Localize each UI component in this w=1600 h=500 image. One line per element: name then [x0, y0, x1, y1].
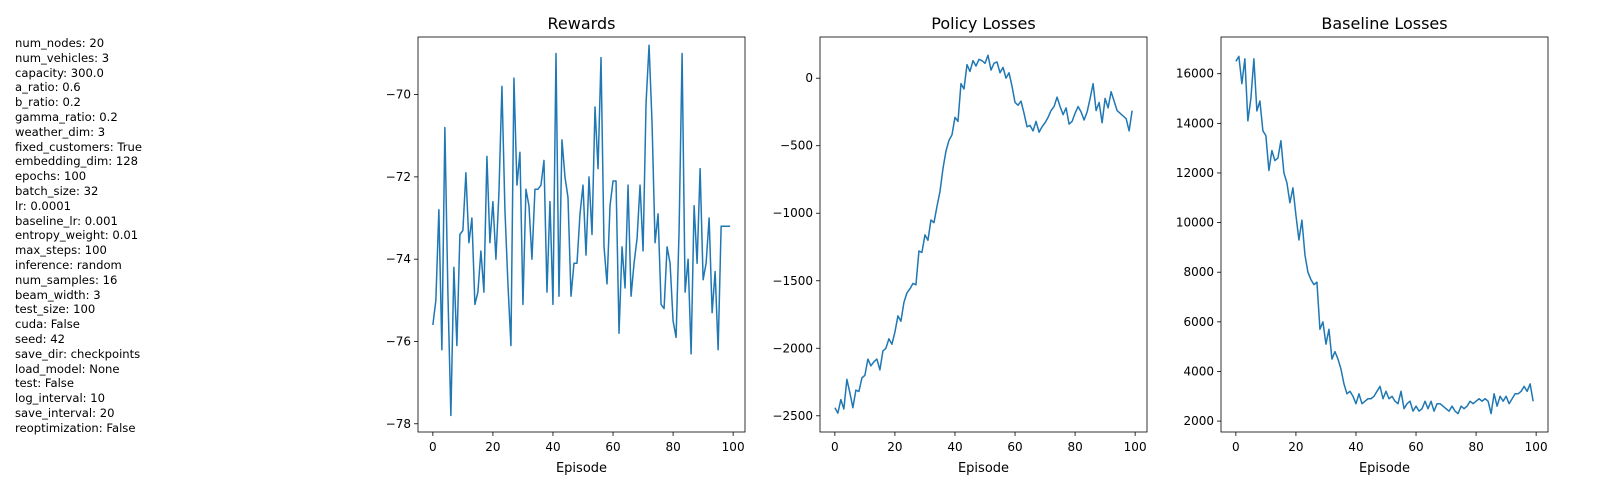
x-axis-label: Episode	[1359, 461, 1410, 476]
y-tick-label: −1000	[772, 206, 813, 220]
x-tick-label: 100	[722, 440, 745, 454]
parameter-item: seed: 42	[15, 331, 66, 346]
axes-frame	[819, 36, 1148, 433]
y-tick-label: 14000	[1176, 116, 1214, 130]
y-tick-label: 6000	[1183, 315, 1214, 329]
x-tick-label: 60	[1408, 440, 1423, 454]
parameter-item: epochs: 100	[15, 169, 87, 184]
series-line	[1235, 55, 1534, 415]
x-axis-label: Episode	[958, 461, 1009, 476]
x-tick-label: 20	[485, 440, 500, 454]
parameter-item: reoptimization: False	[15, 420, 136, 435]
x-tick-label: 80	[665, 440, 680, 454]
parameter-item: a_ratio: 0.6	[15, 80, 81, 95]
parameter-item: b_ratio: 0.2	[15, 95, 81, 110]
y-tick-label: −70	[386, 88, 411, 102]
y-tick-label: −76	[386, 334, 411, 348]
axes-frame	[417, 36, 746, 433]
x-tick-label: 0	[831, 440, 839, 454]
parameter-item: max_steps: 100	[15, 243, 107, 258]
y-tick-label: −500	[780, 139, 813, 153]
x-tick-label: 40	[1348, 440, 1363, 454]
parameter-item: test_size: 100	[15, 302, 96, 317]
x-tick-label: 60	[605, 440, 620, 454]
axes-frame	[1220, 36, 1549, 433]
y-tick-label: 4000	[1183, 364, 1214, 378]
parameter-item: fixed_customers: True	[15, 139, 142, 154]
x-axis-label: Episode	[556, 461, 607, 476]
parameter-item: log_interval: 10	[15, 391, 106, 406]
x-tick-label: 60	[1007, 440, 1022, 454]
parameter-item: gamma_ratio: 0.2	[15, 109, 118, 124]
parameter-item: test: False	[15, 376, 74, 391]
chart-3: 0 20 40 60 80 100 2000 4000 6000 8000 10000 12000 14…	[1176, 14, 1549, 476]
y-tick-label: 0	[805, 71, 813, 85]
x-tick-label: 20	[1288, 440, 1303, 454]
y-tick-label: −74	[386, 252, 411, 266]
chart-title: Baseline Losses	[1321, 14, 1447, 33]
parameter-item: batch_size: 32	[15, 183, 99, 198]
parameter-item: load_model: None	[15, 361, 120, 376]
y-tick-label: −2000	[772, 341, 813, 355]
parameter-item: lr: 0.0001	[15, 198, 71, 213]
x-tick-label: 80	[1468, 440, 1483, 454]
parameter-item: num_nodes: 20	[15, 36, 105, 50]
x-tick-label: 40	[545, 440, 560, 454]
y-tick-label: 2000	[1183, 414, 1214, 428]
parameter-item: num_samples: 16	[15, 272, 118, 287]
y-tick-label: −72	[386, 170, 411, 184]
y-tick-label: 8000	[1183, 265, 1214, 279]
x-tick-label: 0	[1232, 440, 1240, 454]
chart-2: 0 20 40 60 80 100 −2500 −2000 −1500 −1000 −500 0 Pol…	[772, 14, 1148, 476]
x-tick-label: 40	[947, 440, 962, 454]
parameter-item: num_vehicles: 3	[15, 50, 110, 65]
parameter-item: entropy_weight: 0.01	[15, 228, 139, 243]
parameter-item: save_interval: 20	[15, 405, 115, 420]
y-tick-label: 16000	[1176, 67, 1214, 81]
parameter-item: weather_dim: 3	[15, 124, 106, 139]
y-tick-label: 10000	[1176, 216, 1214, 230]
parameter-item: save_dir: checkpoints	[15, 346, 141, 361]
parameter-item: inference: random	[15, 257, 122, 272]
chart-1: 0 20 40 60 80 100 −78 −76 −74 −72 −70 Rewards Episod…	[386, 14, 746, 476]
parameter-item: baseline_lr: 0.001	[15, 213, 118, 228]
chart-title: Rewards	[548, 14, 616, 33]
x-tick-label: 20	[887, 440, 902, 454]
x-tick-label: 80	[1067, 440, 1082, 454]
parameter-item: capacity: 300.0	[15, 65, 104, 80]
parameter-item: cuda: False	[15, 317, 80, 332]
series-line	[432, 44, 731, 417]
y-tick-label: −1500	[772, 274, 813, 288]
y-tick-label: −2500	[772, 409, 813, 423]
parameter-item: embedding_dim: 128	[15, 154, 138, 169]
y-tick-label: −78	[386, 417, 411, 431]
x-tick-label: 100	[1525, 440, 1548, 454]
parameter-item: beam_width: 3	[15, 287, 101, 302]
chart-title: Policy Losses	[931, 14, 1035, 33]
x-tick-label: 0	[429, 440, 437, 454]
y-tick-label: 12000	[1176, 166, 1214, 180]
x-tick-label: 100	[1124, 440, 1147, 454]
parameter-list: num_nodes: 20 num_vehicles: 3 capacity: 30…	[15, 36, 142, 436]
series-line	[834, 54, 1133, 414]
